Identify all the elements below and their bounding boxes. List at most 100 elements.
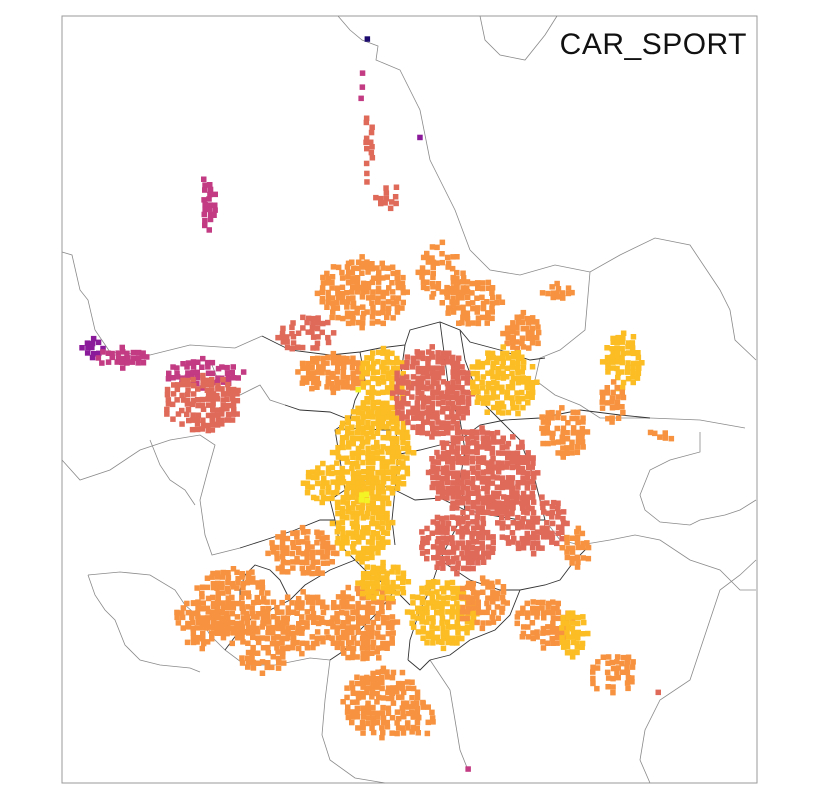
map-cell xyxy=(364,604,371,611)
map-cell xyxy=(469,559,475,566)
map-cell xyxy=(174,397,180,403)
map-cell xyxy=(359,492,365,498)
map-cell xyxy=(239,605,246,611)
map-cell xyxy=(380,305,386,311)
map-cell xyxy=(209,610,216,616)
map-cell xyxy=(444,354,450,360)
map-cell xyxy=(450,485,456,492)
map-cell xyxy=(425,600,431,606)
map-cell xyxy=(325,275,332,282)
map-cell xyxy=(475,315,482,321)
map-cell xyxy=(525,624,531,630)
map-cell xyxy=(390,579,396,586)
map-cell xyxy=(314,345,320,351)
map-cell xyxy=(379,514,385,521)
map-cell xyxy=(374,475,380,481)
map-cell xyxy=(260,610,266,616)
map-cell xyxy=(460,445,467,451)
map-cell xyxy=(349,595,355,602)
map-cell xyxy=(254,650,261,656)
map-cell xyxy=(325,294,332,301)
map-cell xyxy=(294,604,300,611)
map-cell xyxy=(215,609,221,615)
map-cell xyxy=(90,351,97,357)
map-cell xyxy=(385,370,392,377)
map-cell xyxy=(384,515,390,521)
map-cell xyxy=(389,404,395,411)
map-cell xyxy=(414,405,421,411)
map-cell xyxy=(375,645,382,651)
map-cell xyxy=(389,595,395,602)
map-cell xyxy=(380,640,386,647)
map-cell xyxy=(401,714,407,720)
map-cell xyxy=(535,599,542,606)
map-cell xyxy=(89,340,96,347)
map-cell xyxy=(454,640,460,646)
map-cell xyxy=(379,484,386,490)
map-cell xyxy=(190,364,197,370)
map-cell xyxy=(359,635,366,641)
map-cell xyxy=(514,450,521,456)
map-cell xyxy=(475,359,481,365)
map-cell xyxy=(207,191,213,198)
map-cell xyxy=(420,625,426,631)
map-cell xyxy=(374,449,380,456)
map-cell xyxy=(530,530,537,537)
map-cell xyxy=(344,610,350,616)
map-cell xyxy=(274,604,280,611)
map-cell xyxy=(384,719,390,726)
map-cell xyxy=(350,709,356,715)
map-cell xyxy=(455,529,462,535)
map-cell xyxy=(359,615,365,621)
map-title: CAR_SPORT xyxy=(559,28,747,61)
map-cell xyxy=(335,594,342,600)
map-cell xyxy=(375,274,382,280)
map-cell xyxy=(404,364,410,370)
map-cell xyxy=(604,354,611,361)
map-cell xyxy=(370,619,377,626)
map-cell xyxy=(209,396,216,402)
map-cell xyxy=(380,665,387,672)
map-cell xyxy=(424,385,430,392)
map-cell xyxy=(554,280,560,287)
map-cell xyxy=(530,599,536,605)
map-cell xyxy=(490,500,497,506)
map-cell xyxy=(314,640,320,647)
map-cell xyxy=(496,294,502,300)
map-cell xyxy=(210,421,216,428)
map-cell xyxy=(450,289,457,296)
map-cell xyxy=(440,350,447,356)
map-cell xyxy=(355,265,361,272)
map-cell xyxy=(529,315,536,321)
map-cell xyxy=(360,430,366,436)
map-cell xyxy=(485,509,491,516)
map-cell xyxy=(320,360,327,366)
map-cell xyxy=(344,304,350,310)
map-cell xyxy=(450,525,457,532)
map-cell xyxy=(384,365,390,371)
map-cell xyxy=(504,464,510,470)
map-cell xyxy=(369,634,375,640)
map-cell xyxy=(605,415,611,422)
map-cell xyxy=(194,625,200,631)
map-cell xyxy=(444,394,451,401)
map-cell xyxy=(435,535,442,542)
map-cell xyxy=(420,269,427,276)
map-cell xyxy=(449,444,455,451)
map-cell xyxy=(460,495,466,502)
map-cell xyxy=(374,675,381,682)
map-cell xyxy=(435,401,442,407)
map-cell xyxy=(394,304,401,311)
map-cell xyxy=(489,315,495,322)
map-cell xyxy=(384,290,390,296)
map-cell xyxy=(400,420,407,426)
map-cell xyxy=(529,490,535,497)
map-cell xyxy=(364,145,370,152)
map-cell xyxy=(379,464,386,470)
map-cell xyxy=(394,404,401,410)
map-cell xyxy=(449,394,456,401)
map-cell xyxy=(429,584,436,590)
map-cell xyxy=(410,614,416,620)
map-cell xyxy=(504,394,510,401)
map-cell xyxy=(439,544,446,550)
